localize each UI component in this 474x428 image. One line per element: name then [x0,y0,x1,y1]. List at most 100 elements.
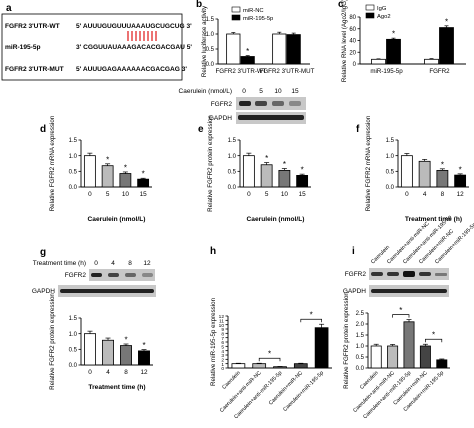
y-tick-label: 2.5 [356,311,365,317]
wb-band-label: FGFR2 [211,101,233,108]
y-tick-label: 1.0 [386,154,395,160]
y-tick-label: 9 [221,327,224,333]
y-tick-label: 0.0 [69,363,78,369]
y-tick-label: 0.5 [206,47,215,53]
y-tick-label: 1.0 [228,154,237,160]
blot-band [371,272,383,276]
y-tick-label: 1.5 [206,17,215,23]
y-tick-label: 0.5 [228,170,237,176]
y-tick-label: 2 [221,358,224,364]
bar [252,363,267,369]
x-tick-label-group: Caerulein [221,370,242,391]
blot-band [142,273,153,277]
x-tick-label: FGFR2 3'UTR-WT [215,68,266,75]
chart-d: d 0.0 0.5 1.0 1.5 Relative FGFR2 mRNA express… [40,115,152,223]
x-tick-label: Caerulein [221,370,242,391]
y-tick-label: 1.5 [386,138,395,144]
significance-mark: * [124,336,127,345]
legend-label: miR-NC [243,8,264,14]
wb-treatment-label: Treatment time (h) [33,260,86,267]
western-blot-mir: Caerulein Caerulein+anti-miR-NC Caerulei… [343,214,474,297]
y-axis-label: Relative FGFR2 mRNA expression [365,115,372,211]
bar [120,345,132,366]
chart-i: i 0.0 0.5 1.0 1.5 2.0 2.5 Relative FGFR2 protei… [343,246,450,420]
significance-mark: * [268,350,271,359]
significance-bracket [425,338,443,343]
wb-band-label: GAPDH [343,288,366,295]
y-tick-label: 5 [221,345,224,351]
pairing-lines [127,31,157,41]
y-axis-label-group: Relative luciferase activity [201,5,208,77]
bar [314,327,329,369]
x-tick-label: 15 [299,191,307,198]
y-axis-label: Relative FGFR2 protein expression [207,115,214,212]
chart-g: g 0.0 0.5 1.0 1.5 Relative FGFR2 protein expr… [40,247,153,391]
significance-bracket [392,314,410,318]
bar [231,363,246,369]
blot-strip-fgfr2 [89,269,155,281]
western-blot-time: Treatment time (h) 0 4 8 12 FGFR2 GAPDH [32,260,156,297]
bar [403,321,415,369]
panel-letter: h [210,246,216,257]
y-tick-label: 0.0 [206,62,215,68]
wb-lane-label: 10 [274,88,282,95]
bar [386,38,401,65]
sequence-box [1,13,183,81]
significance-mark: * [441,160,444,169]
y-tick-label: 0.0 [228,185,237,191]
bar [424,58,439,65]
bar [102,339,114,366]
y-axis-label-group: Relative FGFR2 mRNA expression [49,115,56,211]
panel-letter: g [40,247,46,258]
y-axis-label: Relative FGFR2 mRNA expression [49,115,56,211]
y-axis-label: Relative luciferase activity [201,5,208,77]
y-tick-label: 60 [349,27,356,33]
bar [119,173,132,188]
x-tick-label: Caerulein+miR-195-5p [282,370,325,413]
wb-lane-label: 15 [291,88,299,95]
panel-letter: b [196,0,202,10]
bar [439,27,454,65]
y-tick-label: 1.0 [69,154,78,160]
y-tick-label: 1.5 [356,333,365,339]
bar [278,169,291,188]
seq-label-wt: FGFR2 3'UTR-WT [5,23,60,30]
wb-lane-label: 12 [143,260,151,267]
x-axis-label: Treatment time (h) [88,384,145,391]
significance-mark: * [106,155,109,164]
wb-lane-label: 8 [128,260,132,267]
y-tick-label: 0.5 [69,170,78,176]
bar [286,34,301,65]
significance-mark: * [301,166,304,175]
x-tick-label: 4 [423,191,427,198]
bar [371,58,386,65]
y-axis-label-group: Relative FGFR2 mRNA expression [365,115,372,211]
blot-band [371,289,447,293]
legend-swatch [231,14,241,21]
wb-lane-label: 5 [259,88,263,95]
y-tick-label: 20 [349,50,356,56]
y-axis-label: Relative FGFR2 protein expression [343,292,350,389]
bar [272,33,287,65]
significance-mark: * [142,341,145,350]
bar [293,363,308,369]
significance-mark: * [246,47,249,56]
significance-mark: * [432,331,435,340]
x-tick-label: FGFR2 [429,68,450,75]
significance-mark: * [283,160,286,169]
y-axis-label: Relative FGFR2 protein expression [49,293,56,390]
y-tick-label: 1.0 [206,32,215,38]
panel-letter: e [198,124,204,135]
panel-letter: a [6,3,12,14]
wb-lane-label: 4 [111,260,115,267]
blot-band [60,289,154,293]
panel-letter: d [40,124,46,135]
blot-band [419,272,431,276]
y-tick-label: 1.0 [356,344,365,350]
seq-wt: 5' AUUUGUGUUUAAAUGCUGCUG 3' [76,23,192,30]
y-tick-label: 1.0 [69,332,78,338]
bar [400,155,413,188]
x-tick-label: 8 [124,369,128,376]
panel-letter: c [338,0,344,10]
